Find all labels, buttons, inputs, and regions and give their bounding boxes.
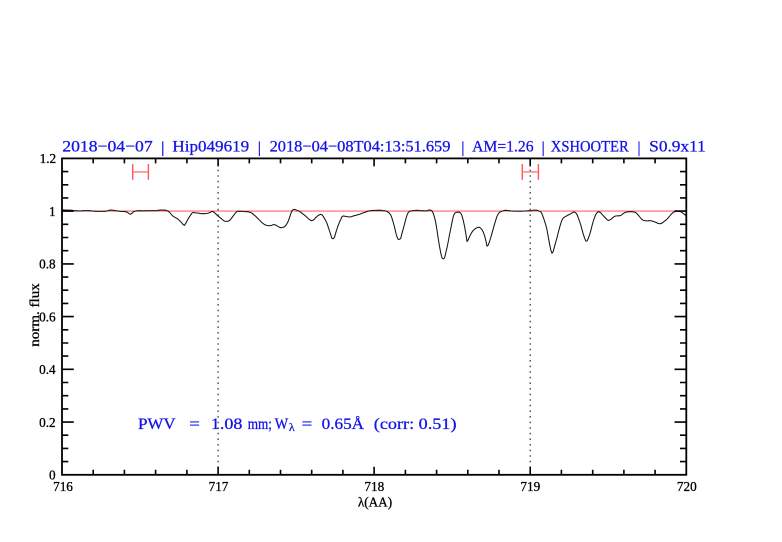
svg-text:0: 0 bbox=[49, 468, 56, 483]
svg-text:AM=1.26: AM=1.26 bbox=[472, 137, 533, 156]
svg-text:716: 716 bbox=[53, 479, 73, 494]
svg-text:PWV: PWV bbox=[138, 414, 176, 433]
svg-text:|: | bbox=[258, 138, 261, 157]
svg-text:720: 720 bbox=[677, 479, 697, 494]
svg-text:0.65Å: 0.65Å bbox=[322, 414, 365, 433]
svg-text:1: 1 bbox=[49, 204, 56, 219]
svg-text:Hip049619: Hip049619 bbox=[172, 137, 249, 156]
svg-text:|: | bbox=[461, 138, 464, 157]
svg-text:0.8: 0.8 bbox=[39, 257, 56, 272]
svg-text:W: W bbox=[275, 414, 289, 433]
svg-text:|: | bbox=[637, 138, 640, 157]
svg-text:XSHOOTER: XSHOOTER bbox=[551, 137, 629, 156]
svg-text:S0.9x11: S0.9x11 bbox=[649, 137, 706, 156]
svg-text:norm. flux: norm. flux bbox=[27, 283, 42, 347]
svg-text:718: 718 bbox=[364, 479, 384, 494]
svg-text:|: | bbox=[541, 138, 544, 157]
svg-text:λ: λ bbox=[289, 420, 295, 434]
svg-text:|: | bbox=[161, 138, 164, 157]
svg-text:719: 719 bbox=[520, 479, 540, 494]
svg-text:(corr: 0.51): (corr: 0.51) bbox=[374, 414, 457, 433]
svg-text:2018−04−08T04:13:51.659: 2018−04−08T04:13:51.659 bbox=[270, 137, 451, 156]
svg-text:0.2: 0.2 bbox=[39, 415, 55, 430]
svg-text:=: = bbox=[189, 414, 200, 433]
svg-text:mm;: mm; bbox=[248, 414, 272, 433]
svg-text:2018−04−07: 2018−04−07 bbox=[62, 137, 152, 156]
svg-text:717: 717 bbox=[209, 479, 229, 494]
svg-text:0.4: 0.4 bbox=[39, 362, 56, 377]
svg-text:1.2: 1.2 bbox=[40, 151, 56, 166]
svg-text:=: = bbox=[302, 414, 313, 433]
svg-text:0.6: 0.6 bbox=[39, 309, 56, 324]
svg-text:1.08: 1.08 bbox=[211, 414, 243, 433]
svg-text:λ(AA): λ(AA) bbox=[358, 494, 392, 509]
